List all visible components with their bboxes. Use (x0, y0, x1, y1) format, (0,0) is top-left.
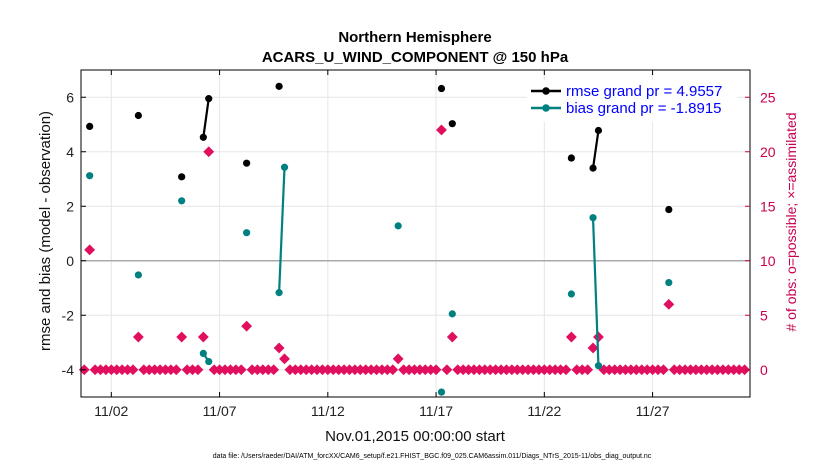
bias-point (199, 349, 207, 357)
obs-count-marker (235, 364, 247, 376)
y-tick-label: 0 (66, 253, 74, 269)
obs-count-marker (241, 320, 253, 332)
x-tick-label: 11/22 (527, 403, 561, 419)
bias-segment (591, 217, 600, 366)
bias-point (594, 362, 603, 370)
bias-segment (278, 167, 286, 293)
x-tick-label: 11/02 (94, 403, 128, 419)
x-tick-label: 11/27 (636, 403, 670, 419)
y-axis-right-label: # of obs: o=possible; ×=assimilated (783, 112, 799, 331)
legend-rmse-label: rmse grand pr = 4.9557 (566, 83, 722, 100)
obs-count-marker (663, 298, 675, 310)
y-right-tick-label: 10 (760, 253, 776, 269)
obs-count-marker (84, 244, 96, 256)
rmse-point (448, 120, 456, 128)
obs-count-marker (132, 331, 144, 343)
data-file-footnote: data file: /Users/raeder/DAI/ATM_forcXX/… (213, 453, 652, 460)
obs-count-marker (587, 342, 599, 354)
obs-count-marker (279, 353, 290, 365)
obs-count-marker (170, 364, 182, 376)
legend: rmse grand pr = 4.9557 bias grand pr = -… (527, 80, 737, 122)
y-right-tick-label: 0 (760, 362, 768, 378)
rmse-segment (591, 130, 600, 169)
obs-count-marker (560, 364, 572, 376)
bias-point (280, 163, 289, 171)
bias-point (448, 310, 456, 318)
series-layer (86, 82, 673, 396)
y-axis-label: rmse and bias (model - observation) (37, 111, 54, 351)
obs-count-marker (430, 364, 442, 376)
bias-point (134, 271, 142, 279)
rmse-point (567, 154, 575, 162)
rmse-point (437, 84, 446, 93)
obs-count-marker (127, 364, 139, 376)
y-right-tick-label: 20 (760, 144, 776, 160)
x-tick-label: 11/12 (311, 403, 345, 419)
obs-count-marker (739, 364, 751, 376)
x-axis-label: Nov.01,2015 00:00:00 start (325, 428, 506, 445)
bias-point (86, 172, 94, 180)
rmse-point (243, 159, 251, 167)
plot-area-frame (80, 69, 751, 398)
obs-count-marker (446, 331, 458, 343)
rmse-point (589, 164, 597, 172)
bias-point (437, 388, 446, 396)
obs-count-marker (436, 124, 447, 136)
obs-count-marker (582, 364, 594, 376)
legend-rmse-marker (542, 87, 550, 95)
rmse-point (275, 82, 283, 90)
obs-count-marker (441, 364, 453, 376)
obs-count-marker (268, 364, 280, 376)
obs-count-marker (565, 331, 577, 343)
y-tick-label: 4 (66, 144, 74, 160)
legend-bias-label: bias grand pr = -1.8915 (566, 100, 722, 117)
rmse-point (205, 95, 213, 103)
y-tick-label: -2 (62, 307, 75, 323)
obs-count-marker (192, 364, 204, 376)
rmse-segment (202, 98, 210, 138)
legend-box (527, 80, 737, 122)
obs-count-marker (657, 364, 669, 376)
rmse-point (86, 122, 94, 131)
chart-title-line2: ACARS_U_WIND_COMPONENT @ 150 hPa (262, 49, 569, 66)
y-right-tick-label: 5 (760, 307, 768, 323)
rmse-point (178, 173, 186, 181)
bias-point (243, 229, 251, 237)
bias-point (394, 222, 402, 230)
y-tick-label: 6 (66, 89, 74, 105)
legend-bias-marker (542, 104, 550, 112)
y-tick-label: -4 (62, 362, 75, 378)
y-right-tick-label: 25 (760, 89, 776, 105)
rmse-point (134, 111, 142, 120)
obs-count-marker (273, 342, 285, 354)
bias-point (665, 278, 673, 287)
bias-point (567, 290, 575, 298)
rmse-point (594, 126, 603, 135)
y-tick-label: 2 (66, 198, 74, 214)
obs-count-marker (392, 353, 404, 365)
chart-title-line1: Northern Hemisphere (338, 29, 491, 46)
obs-count-layer (78, 124, 751, 376)
axis-layer: 11/02 11/07 11/12 11/17 11/22 11/27 -4 -2 0 2 4 6 0 5… (62, 70, 776, 419)
obs-count-marker (197, 331, 209, 343)
bias-point (275, 289, 283, 297)
rmse-point (665, 205, 673, 214)
obs-count-marker (203, 146, 215, 158)
obs-count-marker (176, 331, 188, 343)
bias-point (589, 214, 597, 222)
obs-count-marker (387, 364, 399, 376)
rmse-point (199, 133, 207, 141)
bias-point (178, 197, 186, 205)
x-tick-label: 11/17 (419, 403, 453, 419)
x-tick-label: 11/07 (203, 403, 237, 419)
bias-point (205, 357, 213, 366)
y-right-tick-label: 15 (760, 198, 776, 214)
